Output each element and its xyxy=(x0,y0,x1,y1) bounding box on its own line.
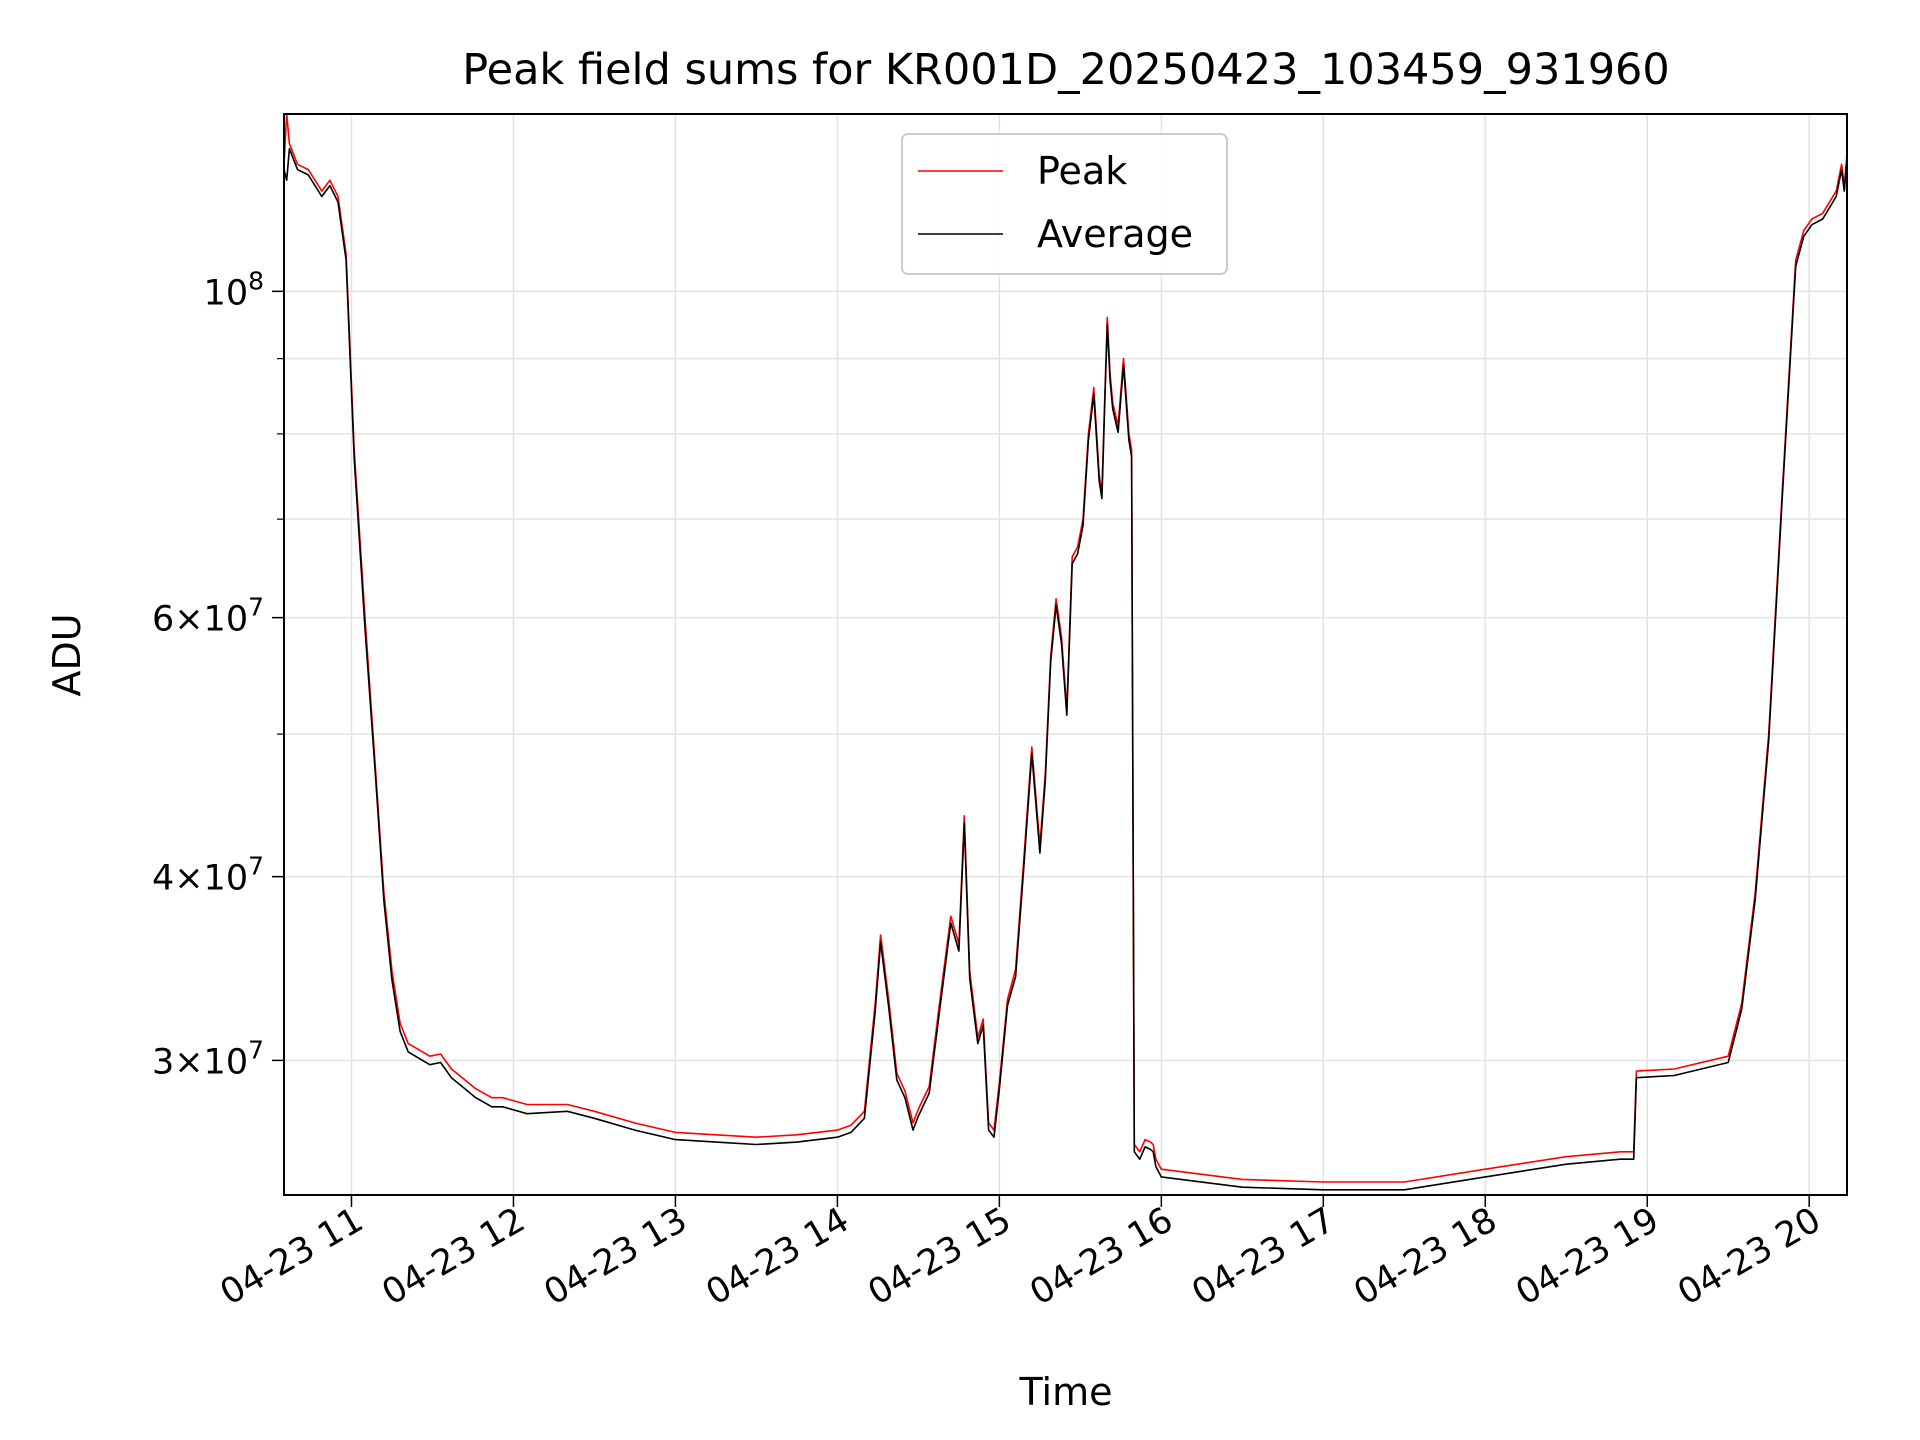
y-tick-label: 4×107 xyxy=(152,852,264,899)
legend-average-label: Average xyxy=(1037,212,1193,256)
y-tick-label: 6×107 xyxy=(152,593,264,640)
legend-peak-label: Peak xyxy=(1037,149,1127,193)
grid xyxy=(284,114,1847,1195)
y-axis-label: ADU xyxy=(45,613,89,696)
y-tick-label: 3×107 xyxy=(152,1035,264,1082)
plot-series xyxy=(283,113,1848,1191)
legend-box xyxy=(901,133,1228,275)
y-tick-label: 108 xyxy=(204,266,264,313)
chart-title: Peak field sums for KR001D_20250423_1034… xyxy=(462,45,1670,95)
series-line-peak xyxy=(283,113,1848,1183)
series-line-average xyxy=(283,148,1848,1191)
legend: Peak Average xyxy=(901,133,1228,275)
plot-frame xyxy=(283,113,1848,1196)
x-axis-label: Time xyxy=(1019,1370,1113,1414)
